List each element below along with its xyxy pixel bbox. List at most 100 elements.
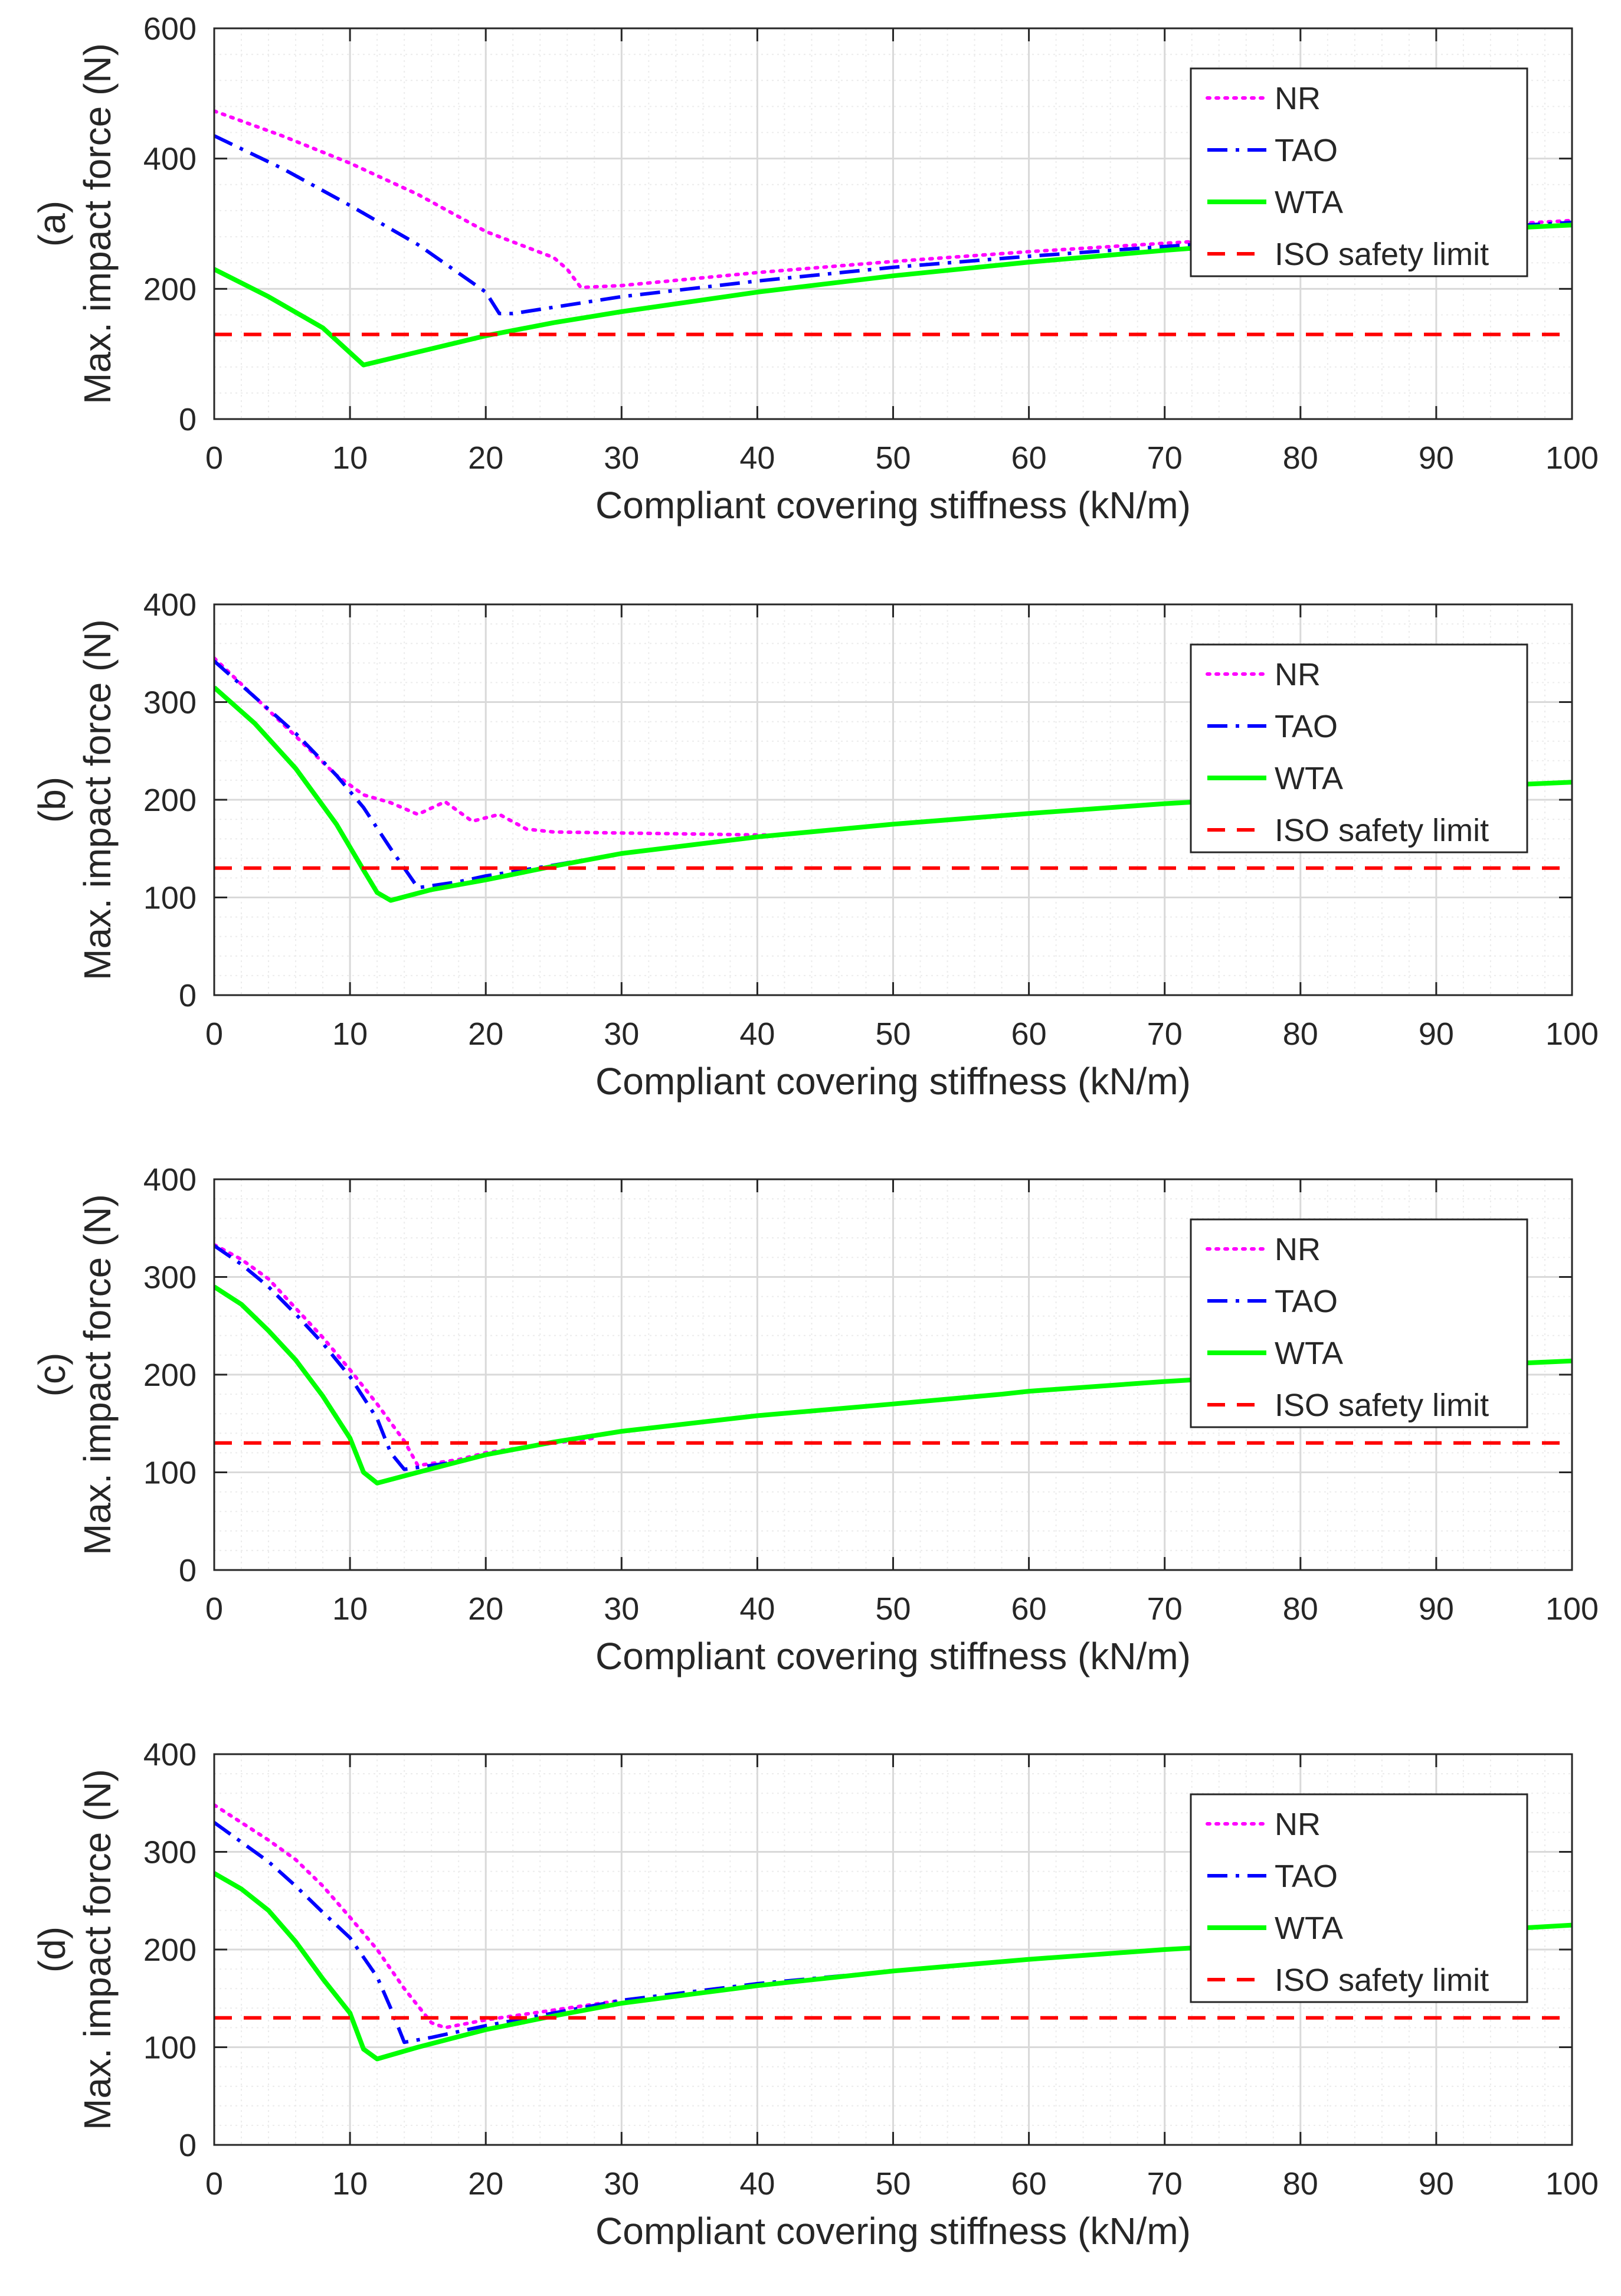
x-tick-label: 0 — [205, 1016, 223, 1052]
y-tick-label: 0 — [179, 978, 197, 1013]
x-tick-label: 70 — [1147, 1591, 1183, 1627]
x-tick-label: 40 — [739, 2166, 775, 2202]
x-axis-label: Compliant covering stiffness (kN/m) — [595, 1635, 1191, 1677]
y-tick-label: 300 — [143, 1260, 197, 1296]
x-tick-label: 20 — [468, 2166, 503, 2202]
series-line-wta — [214, 1871, 1572, 2062]
x-tick-label: 60 — [1011, 440, 1047, 476]
y-tick-label: 400 — [143, 1162, 197, 1198]
y-tick-label: 100 — [143, 1456, 197, 1491]
y-tick-label: 0 — [179, 2128, 197, 2163]
x-tick-label: 100 — [1545, 440, 1599, 476]
legend-label-wta: WTA — [1275, 1911, 1343, 1946]
x-tick-label: 50 — [875, 1016, 911, 1052]
x-tick-label: 70 — [1147, 2166, 1183, 2202]
legend-label-nr: NR — [1275, 1807, 1321, 1842]
x-axis-label: Compliant covering stiffness (kN/m) — [595, 484, 1191, 526]
legend-box — [1190, 643, 1528, 853]
x-tick-label: 30 — [604, 1591, 639, 1627]
chart-panel-c: 0 10 20 30 40 50 60 70 80 90 100 0 100 200 300 400 Compl… — [31, 1162, 1599, 1677]
series-group — [214, 656, 1572, 903]
y-axis-label: Max. impact force (N) — [76, 619, 119, 980]
legend-label-wta: WTA — [1275, 761, 1343, 796]
y-tick-label: 100 — [143, 2030, 197, 2066]
x-tick-label: 0 — [205, 1591, 223, 1627]
legend-label-tao: TAO — [1275, 1859, 1338, 1894]
x-tick-label: 20 — [468, 1591, 503, 1627]
series-group — [214, 1242, 1572, 1486]
y-tick-label: 300 — [143, 685, 197, 721]
x-tick-label: 40 — [739, 440, 775, 476]
legend: NR TAO WTA ISO safety limit — [1190, 643, 1528, 853]
panel-label: (a) — [31, 201, 73, 247]
y-tick-label: 400 — [143, 587, 197, 623]
x-tick-label: 10 — [332, 1016, 368, 1052]
x-tick-label: 10 — [332, 440, 368, 476]
series-line-nr — [214, 1803, 624, 2030]
x-tick-label: 30 — [604, 2166, 639, 2202]
y-tick-label: 200 — [143, 1932, 197, 1968]
x-tick-label: 50 — [875, 2166, 911, 2202]
series-group — [214, 1803, 1572, 2062]
y-tick-label: 200 — [143, 783, 197, 818]
y-tick-label: 200 — [143, 272, 197, 307]
legend-label-tao: TAO — [1275, 709, 1338, 744]
legend-label-tao: TAO — [1275, 133, 1338, 168]
legend-label-wta: WTA — [1275, 185, 1343, 220]
x-tick-label: 50 — [875, 1591, 911, 1627]
chart-panel-d: 0 10 20 30 40 50 60 70 80 90 100 0 100 200 300 400 Compl… — [31, 1737, 1599, 2252]
y-tick-label: 400 — [143, 142, 197, 177]
x-tick-label: 10 — [332, 2166, 368, 2202]
x-tick-label: 60 — [1011, 2166, 1047, 2202]
series-line-nr — [214, 109, 1572, 290]
y-axis-label: Max. impact force (N) — [76, 1769, 119, 2130]
x-tick-label: 100 — [1545, 2166, 1599, 2202]
legend-label-iso-safety-limit: ISO safety limit — [1275, 813, 1489, 848]
legend-box — [1190, 1218, 1528, 1428]
x-tick-label: 30 — [604, 1016, 639, 1052]
x-tick-label: 0 — [205, 2166, 223, 2202]
x-tick-label: 30 — [604, 440, 639, 476]
legend-label-iso-safety-limit: ISO safety limit — [1275, 1963, 1489, 1998]
legend-box — [1190, 67, 1528, 277]
legend: NR TAO WTA ISO safety limit — [1190, 1793, 1528, 2003]
y-tick-label: 200 — [143, 1358, 197, 1393]
legend-label-nr: NR — [1275, 657, 1321, 692]
x-tick-label: 70 — [1147, 1016, 1183, 1052]
x-tick-label: 20 — [468, 1016, 503, 1052]
chart-panel-b: 0 10 20 30 40 50 60 70 80 90 100 0 100 200 300 400 Compl… — [31, 587, 1599, 1103]
legend: NR TAO WTA ISO safety limit — [1190, 67, 1528, 277]
legend: NR TAO WTA ISO safety limit — [1190, 1218, 1528, 1428]
x-tick-label: 80 — [1283, 1016, 1318, 1052]
series-line-wta — [214, 685, 1572, 903]
y-axis-label: Max. impact force (N) — [76, 1194, 119, 1555]
x-tick-label: 90 — [1419, 2166, 1454, 2202]
x-tick-label: 60 — [1011, 1016, 1047, 1052]
legend-label-iso-safety-limit: ISO safety limit — [1275, 1388, 1489, 1423]
chart-panel-a: 0 10 20 30 40 50 60 70 80 90 100 0 200 400 600 Complian… — [31, 11, 1599, 526]
y-tick-label: 400 — [143, 1737, 197, 1772]
x-tick-label: 40 — [739, 1016, 775, 1052]
x-tick-label: 90 — [1419, 1591, 1454, 1627]
x-tick-label: 80 — [1283, 440, 1318, 476]
legend-label-nr: NR — [1275, 1232, 1321, 1267]
x-tick-label: 70 — [1147, 440, 1183, 476]
legend-box — [1190, 1793, 1528, 2003]
x-tick-label: 100 — [1545, 1016, 1599, 1052]
x-tick-label: 60 — [1011, 1591, 1047, 1627]
y-axis-label: Max. impact force (N) — [76, 43, 119, 404]
series-line-tao — [214, 1821, 893, 2045]
legend-label-iso-safety-limit: ISO safety limit — [1275, 237, 1489, 272]
panel-label: (c) — [31, 1353, 73, 1397]
legend-label-nr: NR — [1275, 81, 1321, 116]
y-tick-label: 300 — [143, 1835, 197, 1870]
x-tick-label: 10 — [332, 1591, 368, 1627]
x-tick-label: 80 — [1283, 1591, 1318, 1627]
x-axis-label: Compliant covering stiffness (kN/m) — [595, 1060, 1191, 1103]
x-tick-label: 100 — [1545, 1591, 1599, 1627]
series-line-wta — [214, 1284, 1572, 1486]
y-tick-label: 0 — [179, 402, 197, 437]
x-tick-label: 40 — [739, 1591, 775, 1627]
x-tick-label: 90 — [1419, 1016, 1454, 1052]
